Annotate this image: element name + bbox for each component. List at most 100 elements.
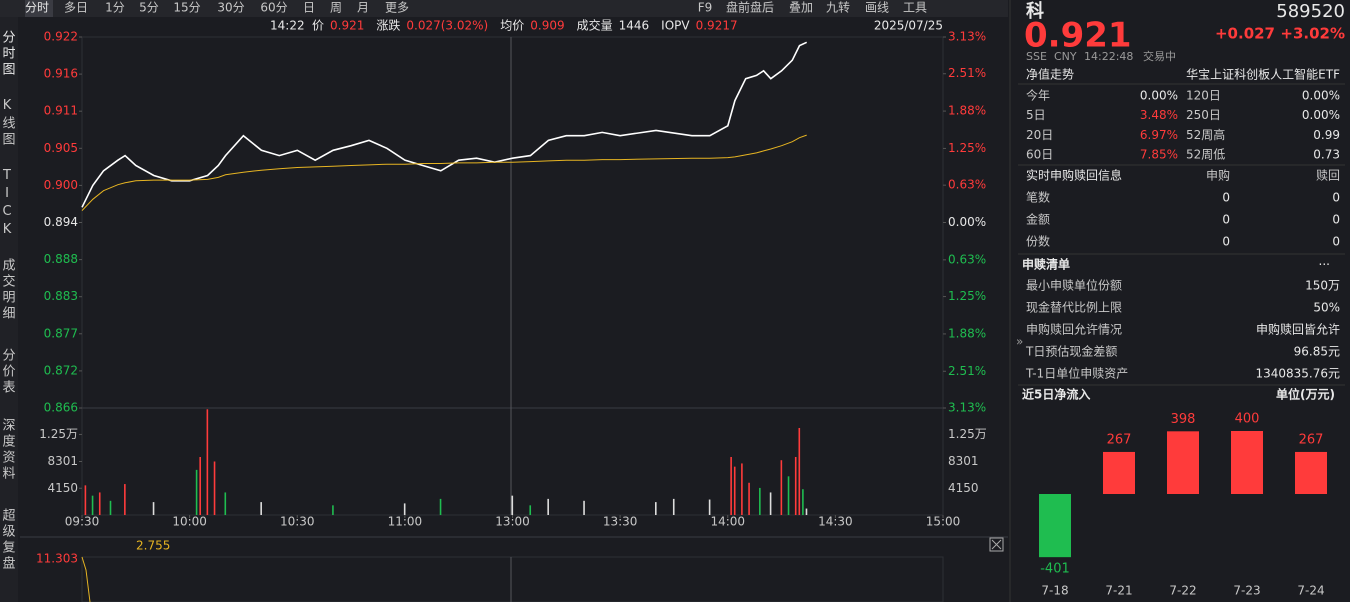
x-tick-label: 7-23	[1233, 584, 1260, 598]
info-value: 0.909	[530, 19, 564, 33]
lower-value: 2.755	[136, 539, 170, 553]
y2-tick-label: 1.88%	[948, 326, 986, 340]
cell-label: 最小申赎单位份额	[1026, 278, 1122, 293]
cell-value: 0	[1222, 235, 1230, 249]
section-title: 申赎清单	[1022, 257, 1070, 272]
cell-value: 0.99	[1313, 128, 1340, 142]
tool[interactable]: 画线	[865, 1, 889, 15]
fund-name: 华宝上证科创板人工智能ETF	[1186, 67, 1340, 82]
y2-tick-label: 1.25%	[948, 141, 986, 155]
volume-bar	[199, 456, 201, 515]
tab[interactable]: 分时	[25, 1, 49, 15]
x-tick-label: 14:30	[818, 515, 853, 529]
cell-value: 6.97%	[1140, 128, 1178, 142]
tab[interactable]: 60分	[260, 1, 287, 15]
volume-bar	[583, 500, 585, 515]
y2-tick-label: 0.00%	[948, 215, 986, 229]
volume-bar	[547, 498, 549, 515]
lower-tick: 11.303	[36, 552, 78, 566]
inflow-bar	[1103, 451, 1135, 494]
info-label: 均价	[500, 19, 524, 33]
x-tick-label: 10:00	[172, 515, 207, 529]
cell-label: 250日	[1186, 108, 1221, 122]
cell-label: 笔数	[1026, 190, 1050, 205]
volume-bar	[84, 485, 87, 515]
volume-bar	[708, 499, 711, 515]
cell-label: 20日	[1026, 128, 1053, 142]
cell-value: 150万	[1305, 279, 1340, 293]
collapse-toggle[interactable]: »	[1016, 335, 1023, 349]
sidebar-item[interactable]: K线图	[0, 98, 15, 148]
sidebar-item[interactable]: 深度资料	[0, 418, 15, 482]
y2-tick-label: 2.51%	[948, 66, 986, 80]
volume-bar	[769, 492, 772, 515]
tab[interactable]: 日	[303, 1, 315, 15]
volume-bar	[733, 466, 736, 515]
stock-code: 589520	[1276, 1, 1345, 22]
tool[interactable]: 叠加	[789, 1, 813, 15]
tool[interactable]: F9	[698, 1, 713, 15]
sidebar-item[interactable]: 超级复盘	[0, 508, 15, 572]
tab[interactable]: 1分	[105, 1, 125, 15]
cell-value: 0.73	[1313, 148, 1340, 162]
price-change: +0.027	[1215, 25, 1275, 43]
sidebar-item[interactable]: TICK	[0, 168, 15, 240]
y-tick-label: 0.872	[44, 363, 78, 377]
y-tick-label: 0.905	[44, 141, 78, 155]
volume-bar	[213, 461, 216, 515]
volume-bar	[511, 495, 514, 515]
cell-value: 50%	[1313, 301, 1340, 315]
tab[interactable]: 多日	[64, 1, 88, 15]
tab[interactable]: 更多	[385, 1, 409, 15]
cell-label: 120日	[1186, 89, 1221, 103]
data-label: 400	[1235, 412, 1260, 427]
sidebar-item[interactable]: 成交明细	[0, 258, 15, 322]
x-tick-label: 7-24	[1297, 584, 1324, 598]
x-tick-label: 7-22	[1169, 584, 1196, 598]
info-value: 0.921	[330, 19, 364, 33]
x-tick-label: 15:00	[926, 515, 961, 529]
more-button[interactable]: ···	[1319, 258, 1330, 272]
volume-bar	[206, 409, 209, 515]
volume-bar	[98, 492, 101, 515]
y2-tick-label: 1.88%	[948, 104, 986, 118]
info-label: 价	[312, 19, 324, 33]
x-tick-label: 10:30	[280, 515, 315, 529]
vol-tick-label: 4150	[948, 481, 979, 495]
volume-bar	[224, 492, 227, 515]
sidebar-item[interactable]: 分时图	[0, 30, 15, 78]
lower-indicator	[81, 556, 91, 602]
avg-line	[81, 134, 807, 211]
sidebar-item[interactable]: 分价表	[0, 348, 15, 396]
tool[interactable]: 盘前盘后	[726, 0, 774, 15]
y-tick-label: 0.900	[44, 178, 78, 192]
volume-bar	[529, 505, 532, 515]
volume-bar	[109, 500, 112, 515]
tab[interactable]: 月	[357, 1, 369, 15]
info-value: 1446	[619, 19, 650, 33]
section-title: 净值走势	[1026, 67, 1074, 82]
vol-tick-label: 1.25万	[948, 427, 987, 441]
y-tick-label: 0.883	[44, 289, 78, 303]
volume-bar	[748, 482, 750, 515]
cell-value: 0.00%	[1302, 89, 1340, 103]
cell-label: T日预估现金差额	[1025, 344, 1117, 359]
cell-value: 0	[1332, 213, 1340, 227]
tab[interactable]: 5分	[139, 1, 159, 15]
tab[interactable]: 15分	[173, 1, 200, 15]
volume-bar	[805, 508, 808, 515]
data-label: 267	[1107, 432, 1132, 447]
cell-label: 60日	[1026, 148, 1053, 162]
tab[interactable]: 周	[330, 1, 342, 15]
cell-label: 今年	[1026, 88, 1050, 103]
tab[interactable]: 30分	[217, 1, 244, 15]
cell-value: 0.00%	[1140, 89, 1178, 103]
volume-bar	[794, 456, 797, 515]
volume-bar	[91, 495, 94, 515]
close-button[interactable]	[989, 537, 1004, 552]
tool[interactable]: 工具	[903, 1, 927, 15]
column-header: 赎回	[1316, 169, 1340, 183]
cell-label: 份数	[1026, 234, 1050, 249]
tool[interactable]: 九转	[826, 0, 850, 15]
cell-label: 5日	[1026, 108, 1046, 122]
